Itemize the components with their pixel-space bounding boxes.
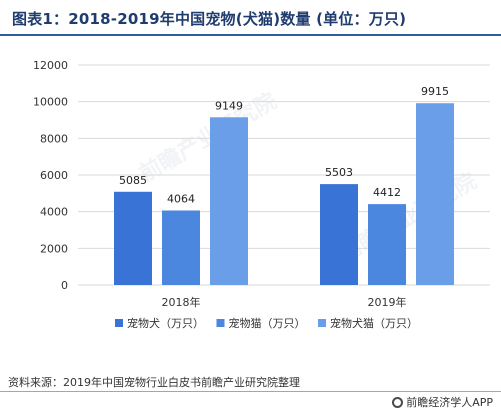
y-tick-label: 4000 [40, 206, 68, 219]
bar-1-1 [368, 204, 406, 285]
y-tick-label: 6000 [40, 169, 68, 182]
legend-label: 宠物犬（万只） [127, 316, 204, 330]
bar-2-1 [416, 103, 454, 285]
x-tick-label: 2018年 [162, 295, 201, 309]
brand-credit: 前瞻经济学人APP [392, 394, 493, 410]
legend-swatch-1 [216, 319, 225, 327]
data-label: 5503 [325, 166, 353, 179]
y-tick-label: 10000 [33, 96, 68, 109]
y-tick-label: 2000 [40, 242, 68, 255]
data-label: 4064 [167, 192, 195, 205]
legend-label: 宠物犬猫（万只） [330, 316, 418, 330]
bar-0-0 [114, 191, 152, 285]
legend-swatch-2 [318, 319, 326, 327]
y-tick-label: 0 [61, 279, 68, 292]
bar-0-1 [320, 184, 358, 285]
data-label: 4412 [373, 186, 401, 199]
y-tick-label: 12000 [33, 59, 68, 72]
brand-name: 前瞻经济学人APP [406, 396, 493, 409]
chart-title: 图表1：2018-2019年中国宠物(犬猫)数量 (单位：万只) [12, 10, 407, 28]
legend-swatch-0 [115, 319, 123, 327]
footer-divider [0, 391, 501, 392]
brand-logo-icon [392, 396, 404, 408]
data-label: 5085 [119, 174, 147, 187]
source-note: 资料来源：2019年中国宠物行业白皮书前瞻产业研究院整理 [8, 376, 300, 389]
data-label: 9149 [215, 99, 243, 112]
x-tick-label: 2019年 [368, 295, 407, 309]
data-label: 9915 [421, 85, 449, 98]
bar-2-0 [210, 117, 248, 285]
bar-chart: 0 2000 4000 6000 8000 10000 12000 5085 4064 9149 2… [33, 59, 490, 330]
title-underline [0, 34, 501, 36]
y-tick-label: 8000 [40, 132, 68, 145]
legend-label: 宠物猫（万只） [229, 316, 306, 330]
bar-1-0 [162, 210, 200, 285]
